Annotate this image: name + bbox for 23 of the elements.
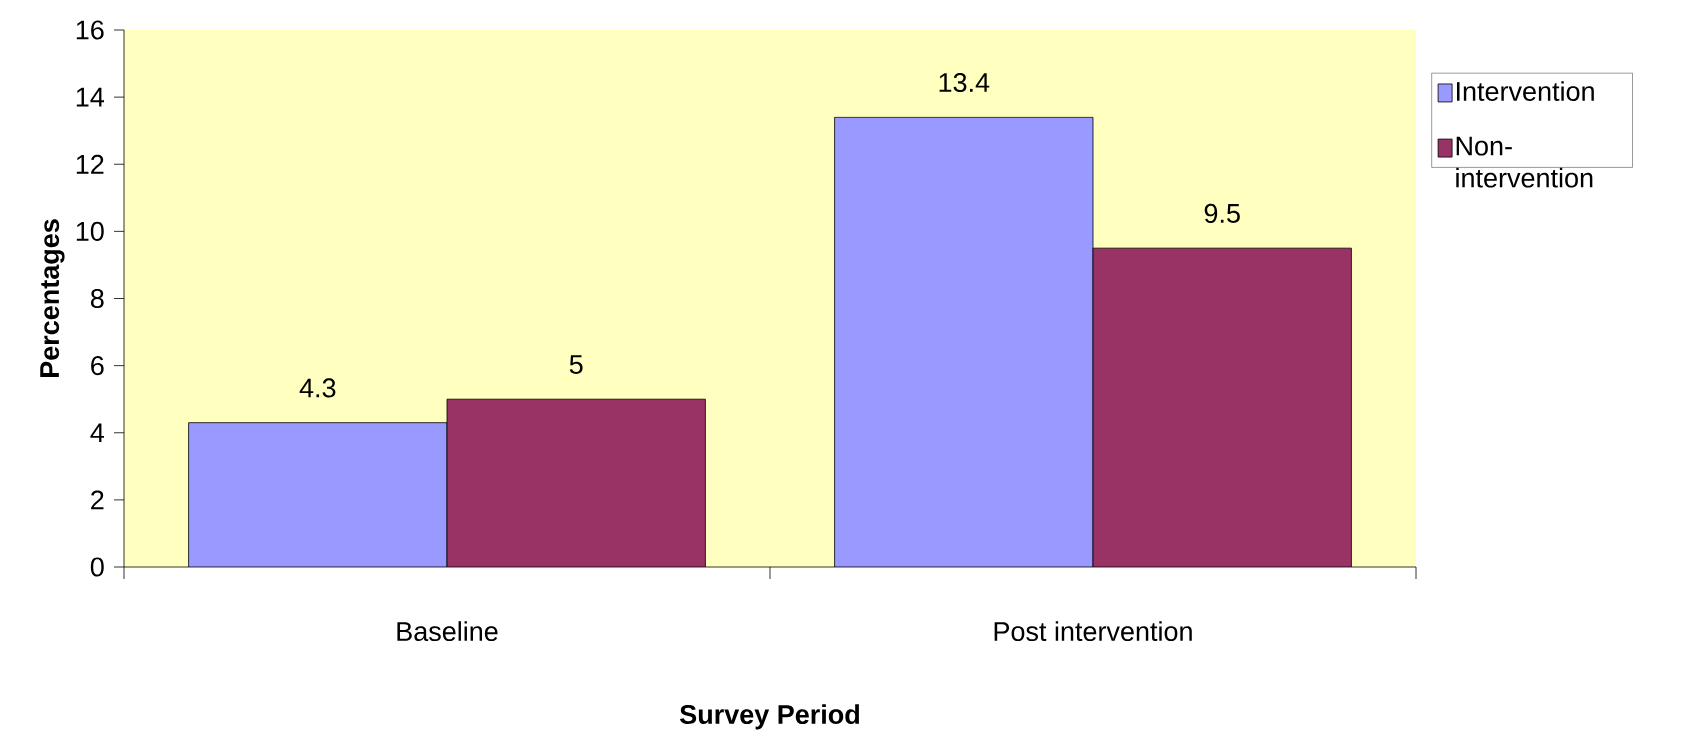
bar	[834, 116, 1094, 567]
y-tick-label: 2	[91, 490, 104, 510]
y-tick-label: 6	[91, 356, 104, 376]
bar	[188, 422, 447, 567]
data-label: 13.4	[939, 72, 990, 93]
y-tick-label: 4	[90, 423, 105, 443]
data-label: 5	[569, 355, 583, 374]
y-tick-label: 12	[76, 154, 104, 174]
y-tick-label: 0	[90, 557, 104, 577]
y-tick-label: 8	[90, 288, 104, 309]
x-axis-title: Survey Period	[680, 704, 859, 730]
legend-label: Intervention	[1456, 81, 1594, 101]
y-tick-label: 10	[76, 221, 104, 241]
data-label: 4.3	[299, 378, 336, 398]
y-axis-title: Percentages	[40, 219, 65, 377]
x-tick-label: Baseline	[397, 621, 498, 642]
legend-label: Non-intervention	[1456, 136, 1593, 188]
y-tick-label: 16	[76, 20, 104, 40]
bar	[447, 399, 706, 567]
x-tick-label: Post intervention	[994, 621, 1192, 642]
y-tick-label: 14	[76, 87, 105, 107]
bar	[1092, 247, 1352, 567]
data-label: 9.5	[1204, 203, 1240, 223]
